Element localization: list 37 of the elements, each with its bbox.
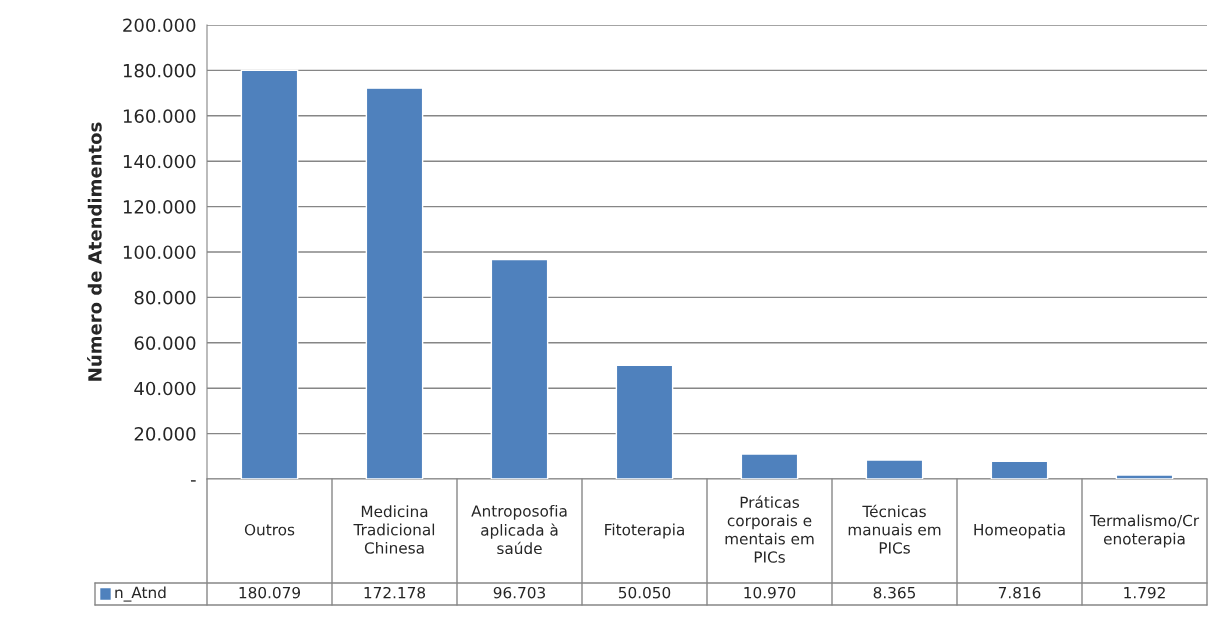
data-label: 10.970	[744, 586, 796, 599]
y-tick-label: 100.000	[123, 245, 196, 260]
x-tick-label: Termalismo/Crenoterapia	[1089, 514, 1200, 548]
bar	[990, 460, 1049, 479]
x-tick-label: Técnicas manuais em PICs	[848, 504, 941, 554]
data-label: 7.816	[998, 586, 1041, 599]
y-tick-label: 60.000	[134, 336, 196, 350]
y-tick-label: 180.000	[123, 63, 196, 78]
x-tick-label: Homeopatia	[974, 523, 1065, 539]
bar	[865, 459, 924, 479]
bar	[365, 87, 424, 479]
y-tick-label: 40.000	[134, 381, 196, 396]
legend-label: n_Atnd	[115, 586, 166, 602]
y-axis-title: Número de Atendimentos	[87, 122, 102, 381]
y-tick-label: 140.000	[123, 154, 196, 169]
bar	[240, 69, 299, 479]
data-label: 180.079	[239, 586, 301, 599]
y-tick-label: 80.000	[134, 290, 196, 305]
data-label: 172.178	[364, 586, 426, 599]
x-tick-label: Práticas corporais e mentais em PICs	[725, 495, 814, 563]
bar	[615, 364, 674, 479]
y-tick-label: 160.000	[123, 109, 196, 123]
y-tick-label: 20.000	[134, 427, 196, 441]
data-label: 1.792	[1124, 586, 1165, 599]
bar	[490, 258, 549, 479]
data-label: 50.050	[618, 586, 671, 599]
y-tick-label: 120.000	[123, 200, 196, 214]
bar	[1115, 474, 1174, 479]
x-tick-label: Fitoterapia	[605, 523, 684, 539]
y-tick-label: 200.000	[123, 18, 196, 33]
y-tick-label: -	[190, 480, 196, 482]
data-label: 96.703	[493, 586, 545, 599]
x-tick-label: Antroposofia aplicada à saúde	[471, 504, 567, 555]
x-tick-label: Outros	[244, 523, 295, 536]
data-label: 8.365	[873, 586, 916, 599]
x-tick-label: Medicina Tradicional Chinesa	[353, 505, 435, 554]
bar	[740, 453, 799, 479]
